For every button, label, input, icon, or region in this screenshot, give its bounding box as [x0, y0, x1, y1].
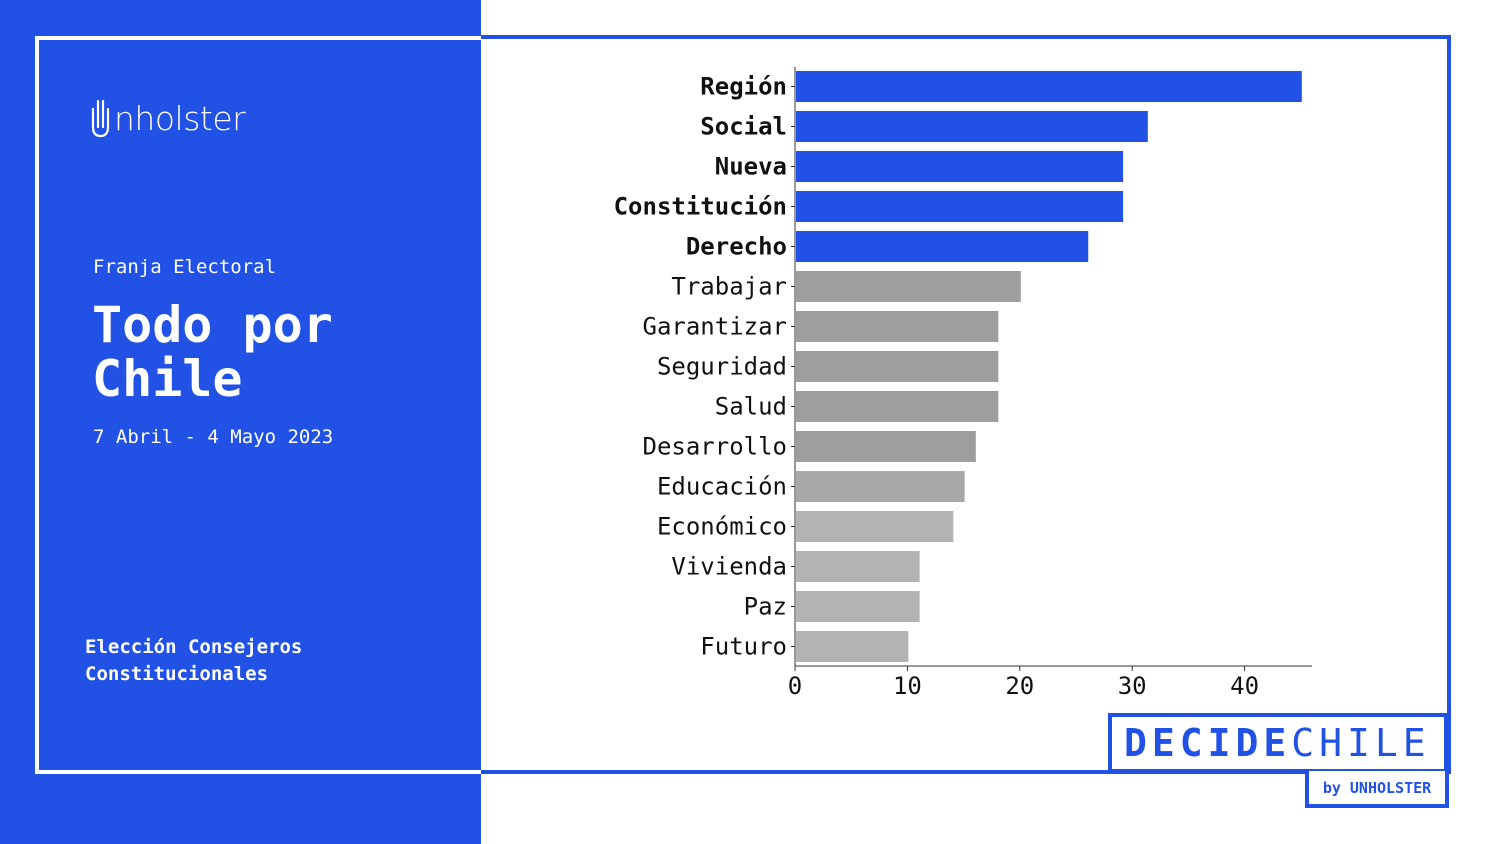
- blue-frame: [481, 35, 1451, 774]
- category-label-7: Seguridad: [657, 353, 787, 381]
- category-label-3: Constitución: [614, 193, 787, 221]
- bar-8: [796, 391, 999, 422]
- footer-line-2: Constitucionales: [85, 663, 269, 685]
- x-tick-label-4: 40: [1230, 672, 1259, 700]
- unholster-logo: nholster: [90, 95, 246, 141]
- logo-text: nholster: [114, 98, 246, 138]
- bar-9: [796, 431, 976, 462]
- bar-2: [796, 151, 1124, 182]
- bar-13: [796, 591, 920, 622]
- bar-3: [796, 191, 1124, 222]
- page-title: Todo por Chile: [92, 296, 333, 408]
- x-tick-label-1: 10: [893, 672, 922, 700]
- category-label-10: Educación: [657, 473, 787, 501]
- category-label-9: Desarrollo: [643, 433, 788, 461]
- x-tick-label-2: 20: [1005, 672, 1034, 700]
- category-label-6: Garantizar: [643, 313, 788, 341]
- date-range: 7 Abril - 4 Mayo 2023: [93, 426, 334, 448]
- category-label-2: Nueva: [715, 153, 787, 181]
- bar-0: [796, 71, 1302, 102]
- category-label-12: Vivienda: [671, 553, 787, 581]
- category-label-5: Trabajar: [671, 273, 787, 301]
- category-label-8: Salud: [715, 393, 787, 421]
- decidechile-badge: DECIDE CHILE: [1108, 713, 1448, 773]
- footer-line-1: Elección Consejeros: [85, 636, 303, 658]
- bar-11: [796, 511, 954, 542]
- bar-4: [796, 231, 1089, 262]
- bar-14: [796, 631, 909, 662]
- category-label-11: Económico: [657, 513, 787, 541]
- subtitle: Franja Electoral: [93, 256, 277, 278]
- bar-1: [796, 111, 1148, 142]
- category-label-1: Social: [700, 113, 787, 141]
- x-tick-label-0: 0: [788, 672, 802, 700]
- bar-7: [796, 351, 999, 382]
- bar-5: [796, 271, 1021, 302]
- word-frequency-chart: Región Social Nueva Constitución Derecho Trab…: [614, 67, 1313, 700]
- category-label-0: Región: [700, 73, 787, 101]
- x-tick-label-3: 30: [1118, 672, 1147, 700]
- bar-10: [796, 471, 965, 502]
- category-label-4: Derecho: [686, 233, 787, 261]
- badge-decide: DECIDE: [1124, 721, 1292, 765]
- bar-12: [796, 551, 920, 582]
- by-unholster-badge: by UNHOLSTER: [1305, 771, 1449, 808]
- white-frame: [35, 36, 481, 774]
- bar-6: [796, 311, 999, 342]
- category-label-14: Futuro: [700, 633, 787, 661]
- left-panel: [0, 0, 481, 844]
- badge-chile: CHILE: [1291, 721, 1431, 765]
- unholster-hand-icon: [91, 99, 110, 138]
- category-label-13: Paz: [744, 593, 787, 621]
